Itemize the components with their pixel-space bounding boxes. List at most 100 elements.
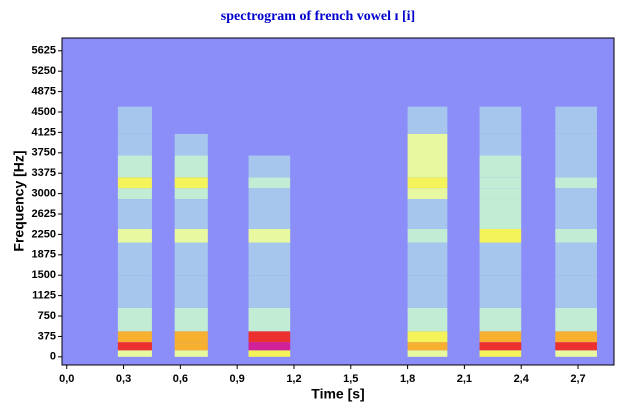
spectrogram-cell: [407, 188, 448, 200]
y-tick-label: 1875: [32, 249, 56, 261]
spectrogram-cell: [248, 350, 291, 357]
spectrogram-cell: [555, 199, 597, 229]
spectrogram-cell: [248, 188, 291, 200]
chart-title: spectrogram of french vowel ɪ [i]: [221, 9, 415, 24]
spectrogram-cell: [555, 242, 597, 276]
spectrogram-cell: [117, 242, 152, 276]
plot-background: [62, 38, 614, 365]
spectrogram-cell: [117, 350, 152, 357]
spectrogram-cell: [479, 188, 522, 200]
x-tick-label: 0,6: [173, 373, 188, 385]
spectrogram-cell: [479, 242, 522, 276]
spectrogram-cell: [555, 331, 597, 343]
spectrogram-cell: [248, 199, 291, 229]
y-tick-label: 1125: [32, 290, 56, 302]
spectrogram-cell: [555, 52, 597, 107]
spectrogram-cell: [117, 133, 152, 156]
spectrogram-cell: [555, 106, 597, 134]
spectrogram-cell: [479, 228, 522, 243]
x-axis-title: Time [s]: [311, 386, 364, 402]
spectrogram-cell: [248, 242, 291, 276]
spectrogram-cell: [555, 307, 597, 332]
spectrogram-cell: [248, 275, 291, 308]
spectrogram-cell: [555, 155, 597, 178]
spectrogram-cell: [248, 331, 291, 343]
spectrogram-cell: [407, 155, 448, 178]
spectrogram-cell: [479, 177, 522, 189]
x-tick-label: 0,9: [230, 373, 245, 385]
spectrogram-cell: [174, 342, 208, 351]
y-tick-label: 4500: [32, 106, 56, 118]
y-tick-label: 3000: [32, 188, 56, 200]
y-tick-label: 3375: [32, 167, 56, 179]
x-tick-label: 1,2: [286, 373, 301, 385]
spectrogram-cell: [479, 275, 522, 308]
spectrogram-cell: [407, 242, 448, 276]
x-tick-label: 2,1: [457, 373, 472, 385]
spectrogram-cell: [117, 307, 152, 332]
spectrogram-cell: [407, 331, 448, 343]
spectrogram-cell: [479, 133, 522, 156]
y-tick-label: 2625: [32, 208, 56, 220]
spectrogram-cell: [174, 275, 208, 308]
spectrogram-cell: [248, 228, 291, 243]
spectrogram-cell: [407, 342, 448, 351]
spectrogram-cell: [117, 177, 152, 189]
spectrogram-cell: [117, 52, 152, 107]
spectrogram-cell: [248, 307, 291, 332]
spectrogram-cell: [479, 106, 522, 134]
spectrogram-cell: [407, 106, 448, 134]
spectrogram-cell: [407, 199, 448, 229]
spectrogram-cell: [555, 350, 597, 357]
y-tick-label: 5250: [32, 65, 56, 77]
x-tick-label: 2,7: [570, 373, 585, 385]
y-tick-label: 2250: [32, 228, 56, 240]
x-tick-label: 1,5: [343, 373, 358, 385]
spectrogram-cell: [174, 199, 208, 229]
y-tick-label: 1500: [32, 269, 56, 281]
spectrogram-cell: [174, 242, 208, 276]
spectrogram-cell: [117, 331, 152, 343]
spectrogram-cell: [555, 228, 597, 243]
spectrogram-cell: [555, 342, 597, 351]
spectrogram-cell: [248, 342, 291, 351]
spectrogram-cell: [479, 331, 522, 343]
spectrogram-cell: [407, 350, 448, 357]
spectrogram-cell: [407, 275, 448, 308]
spectrogram-cell: [174, 307, 208, 332]
spectrogram-cell: [174, 177, 208, 189]
spectrogram-cell: [117, 228, 152, 243]
spectrogram-cell: [174, 133, 208, 156]
y-axis-title: Frequency [Hz]: [11, 150, 27, 251]
spectrogram-cell: [174, 188, 208, 200]
spectrogram-cell: [174, 155, 208, 178]
spectrogram-cell: [174, 52, 208, 107]
spectrogram-cell: [479, 342, 522, 351]
spectrogram-cell: [174, 331, 208, 343]
spectrogram-cell: [555, 275, 597, 308]
spectrogram-cell: [407, 133, 448, 156]
spectrogram-cell: [174, 228, 208, 243]
y-tick-label: 3750: [32, 147, 56, 159]
spectrogram-cell: [407, 177, 448, 189]
spectrogram-cell: [248, 177, 291, 189]
y-tick-label: 5625: [32, 45, 56, 57]
spectrogram-cell: [117, 342, 152, 351]
spectrogram-cell: [174, 350, 208, 357]
y-tick-label: 4875: [32, 85, 56, 97]
spectrogram-cell: [479, 155, 522, 178]
spectrogram-cell: [479, 199, 522, 229]
spectrogram-cell: [117, 275, 152, 308]
y-tick-label: 375: [38, 330, 56, 342]
x-tick-label: 0,3: [116, 373, 131, 385]
spectrogram-cell: [479, 307, 522, 332]
spectrogram-cell: [555, 133, 597, 156]
y-tick-label: 0: [50, 351, 56, 363]
spectrogram-cell: [117, 106, 152, 134]
spectrogram-cell: [407, 307, 448, 332]
spectrogram-cell: [479, 52, 522, 107]
spectrogram-cell: [248, 52, 291, 107]
plot-border: [61, 37, 615, 366]
spectrogram-cell: [117, 188, 152, 200]
